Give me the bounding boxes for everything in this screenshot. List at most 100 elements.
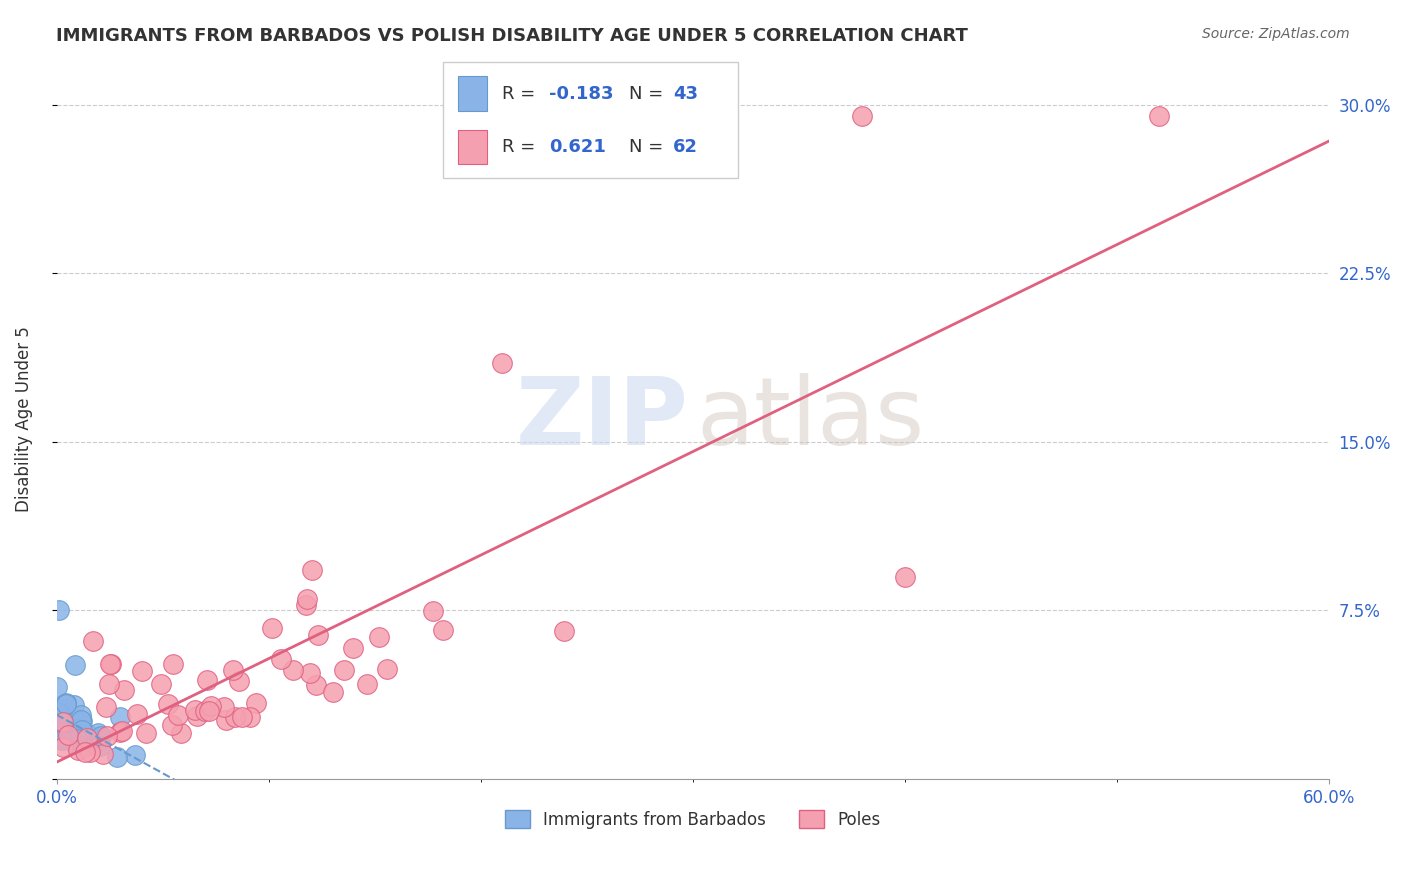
Point: [260, 621, 283, 635]
Point: [212, 700, 235, 714]
Point: [305, 678, 328, 692]
Point: [48, 723, 70, 737]
Point: [87, 726, 110, 740]
Point: [238, 710, 260, 724]
Point: [65, 722, 87, 736]
Point: [79, 745, 101, 759]
Text: atlas: atlas: [696, 373, 925, 466]
Point: [60, 730, 83, 744]
Point: [131, 664, 153, 678]
Point: [356, 676, 378, 690]
Point: [70, 713, 93, 727]
Bar: [458, 129, 486, 164]
Point: [82, 734, 104, 748]
Point: [48, 603, 70, 617]
Point: [60, 729, 83, 743]
Point: [231, 710, 253, 724]
Point: [851, 109, 873, 123]
Bar: [458, 77, 486, 112]
Point: [893, 569, 915, 583]
Point: [186, 708, 208, 723]
Point: [48, 706, 70, 721]
Text: Source: ZipAtlas.com: Source: ZipAtlas.com: [1202, 27, 1350, 41]
Point: [124, 747, 146, 762]
Point: [108, 710, 131, 724]
Point: [367, 630, 389, 644]
Point: [75, 739, 97, 753]
Point: [48, 701, 70, 715]
Point: [194, 704, 217, 718]
Point: [77, 737, 100, 751]
Point: [553, 624, 575, 639]
Point: [111, 723, 134, 738]
Point: [342, 641, 364, 656]
Point: [301, 563, 323, 577]
Point: [160, 718, 183, 732]
Point: [66, 732, 89, 747]
Point: [69, 732, 91, 747]
Text: 43: 43: [673, 85, 699, 103]
Point: [91, 747, 114, 761]
Text: 62: 62: [673, 138, 699, 156]
Point: [491, 356, 513, 370]
Point: [55, 697, 77, 711]
Text: R =: R =: [502, 85, 541, 103]
Point: [66, 742, 89, 756]
Text: 0.621: 0.621: [550, 138, 606, 156]
Point: [162, 657, 184, 671]
Point: [70, 723, 93, 737]
Point: [52, 739, 75, 754]
Point: [80, 736, 103, 750]
Point: [432, 623, 454, 637]
Point: [51, 731, 73, 746]
Point: [63, 698, 86, 713]
Point: [51, 730, 73, 744]
Point: [169, 725, 191, 739]
Point: [65, 730, 87, 744]
Point: [52, 715, 75, 730]
Point: [75, 745, 97, 759]
Point: [63, 658, 86, 673]
Point: [55, 697, 77, 711]
Point: [52, 726, 75, 740]
Point: [75, 738, 97, 752]
Point: [197, 704, 219, 718]
Point: [166, 707, 188, 722]
Text: -0.183: -0.183: [550, 85, 613, 103]
Legend: Immigrants from Barbados, Poles: Immigrants from Barbados, Poles: [498, 804, 887, 835]
Point: [96, 699, 118, 714]
Text: R =: R =: [502, 138, 547, 156]
Point: [332, 663, 354, 677]
Point: [98, 657, 121, 672]
Point: [156, 697, 179, 711]
Point: [96, 729, 118, 743]
Point: [112, 683, 135, 698]
Point: [63, 737, 86, 751]
Point: [45, 680, 67, 694]
Point: [1147, 109, 1170, 123]
Point: [58, 727, 80, 741]
Point: [76, 731, 98, 746]
Point: [215, 713, 238, 727]
Point: [298, 665, 321, 680]
Point: [90, 729, 112, 743]
Point: [89, 739, 111, 753]
Point: [46, 719, 69, 733]
Point: [200, 698, 222, 713]
Point: [70, 714, 93, 729]
Text: N =: N =: [628, 85, 669, 103]
Point: [89, 734, 111, 748]
Point: [295, 598, 318, 612]
Point: [224, 710, 246, 724]
Point: [46, 723, 69, 738]
Point: [322, 684, 344, 698]
Point: [295, 592, 318, 607]
Point: [97, 677, 120, 691]
Point: [107, 750, 129, 764]
Point: [228, 673, 250, 688]
Point: [135, 726, 157, 740]
Y-axis label: Disability Age Under 5: Disability Age Under 5: [15, 326, 32, 512]
Point: [51, 732, 73, 747]
Point: [58, 728, 80, 742]
Point: [55, 718, 77, 732]
